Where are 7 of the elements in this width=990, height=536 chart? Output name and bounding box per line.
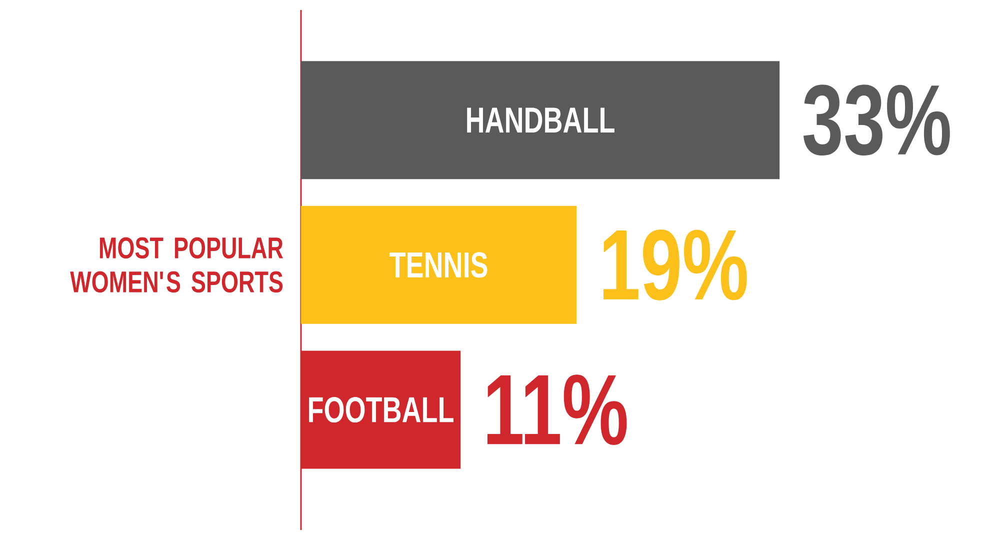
y-tick-label: TENNIS	[390, 252, 488, 278]
data-label: 33%	[803, 84, 950, 156]
text: MOST POPULAR WOMEN'S SPORTS	[70, 237, 284, 293]
y-tick-label: FOOTBALL	[309, 397, 454, 423]
data-label: 19%	[603, 230, 747, 300]
y-tick-label: HANDBALL	[467, 108, 614, 132]
data-label: 11%	[487, 374, 627, 445]
